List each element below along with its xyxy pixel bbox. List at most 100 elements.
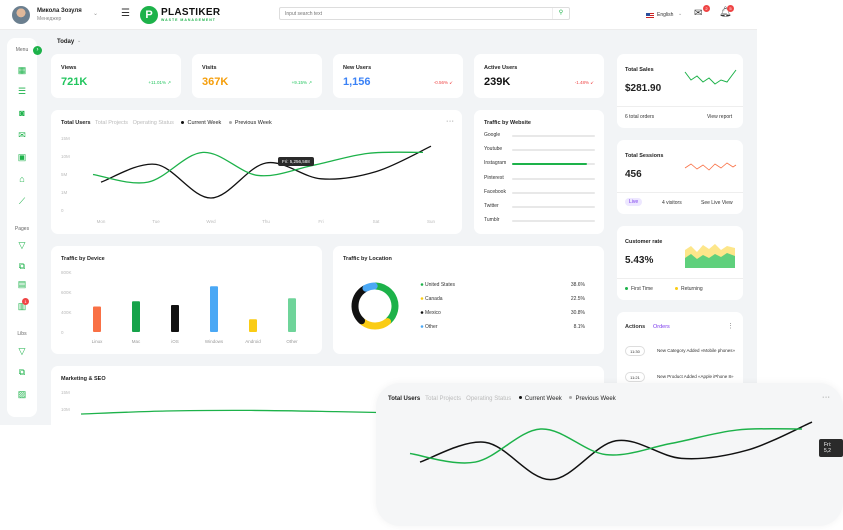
sidebar-collapse-button[interactable]: ›	[33, 46, 42, 55]
tab-operating-status[interactable]: Operating Status	[466, 396, 512, 402]
y-tick-label: 0	[61, 330, 64, 335]
x-tick-label: Sun	[427, 219, 436, 224]
device-bar-linux	[93, 306, 101, 332]
kpi-label: Views	[61, 65, 77, 71]
device-bar-ios	[171, 305, 179, 332]
chevron-down-icon[interactable]: ⌄	[77, 38, 82, 44]
view-report-link[interactable]: View report	[707, 114, 733, 120]
device-bar-other	[288, 298, 296, 332]
list-icon[interactable]: ☰	[17, 86, 27, 96]
divider	[617, 278, 743, 279]
legend-dot	[228, 120, 232, 124]
more-options-icon[interactable]: ⋮	[727, 323, 734, 330]
copy-icon[interactable]: ⧉	[18, 261, 26, 271]
search-input[interactable]	[279, 7, 570, 20]
traffic-by-website-card: Traffic by Website Google Youtube Instagra…	[474, 110, 604, 234]
more-options-icon[interactable]: ···	[446, 118, 455, 125]
avatar[interactable]	[12, 6, 30, 24]
brand-logo: P	[140, 6, 158, 24]
docs-icon[interactable]: ▥	[17, 301, 27, 311]
image-check-icon[interactable]: ▨	[17, 389, 27, 399]
card-title: Traffic by Location	[343, 256, 392, 262]
tab-total-projects[interactable]: Total Projects	[95, 120, 129, 126]
kpi-delta: -0.56% ↙	[433, 80, 453, 85]
chart-line-icon[interactable]: ⟋	[18, 196, 26, 206]
filter-icon[interactable]: ▽	[18, 240, 26, 250]
bell-count-badge: 5	[727, 5, 734, 12]
language-selector[interactable]: English	[657, 12, 674, 18]
legend-dot	[569, 396, 573, 400]
divider	[617, 192, 743, 193]
tab-total-projects[interactable]: Total Projects	[425, 396, 462, 402]
location-percent: 22.5%	[571, 296, 586, 302]
x-tick-label: Linux	[92, 339, 104, 344]
website-name: Tumblr	[484, 217, 500, 224]
website-bar-track	[512, 135, 595, 137]
mail-icon[interactable]: ✉	[18, 130, 26, 140]
bell-icon[interactable]: 🔔︎	[719, 7, 732, 18]
total-sales-value: $281.90	[625, 83, 662, 94]
see-live-view-link[interactable]: See Live View	[701, 200, 733, 206]
location-name: Other	[425, 324, 438, 330]
period-filter[interactable]: Today	[57, 39, 75, 45]
kpi-value: 367K	[202, 76, 229, 88]
kpi-card-new-users: New Users 1,156 -0.56% ↙	[333, 54, 463, 98]
sidebar: Menu ▦ ☰ ◙ ✉ ▣ ⌂ ⟋ Pages ▽ ⧉ ▤ ▥ 1 Libs …	[7, 38, 37, 417]
card-title: Traffic by Website	[484, 120, 531, 126]
visitors-count: 4 visitors	[662, 200, 682, 206]
website-name: Google	[484, 132, 501, 138]
search-icon[interactable]: ⚲	[552, 8, 569, 19]
card-title: Total Sales	[625, 67, 654, 73]
action-time: 11:21	[625, 372, 645, 382]
x-tick-label: Mac	[132, 339, 141, 344]
tab-orders[interactable]: Orders	[653, 324, 670, 330]
location-percent: 38.6%	[571, 282, 586, 288]
legend-dot	[518, 396, 522, 400]
store-icon[interactable]: ⌂	[19, 174, 25, 184]
y-tick-label: 5M	[61, 172, 68, 177]
traffic-by-device-card: Traffic by Device 800K 600K 400K 0 Linux Mac i…	[51, 246, 322, 354]
card-title: Total Sessions	[625, 153, 664, 159]
legend-current-week: Current Week	[524, 396, 562, 402]
total-orders: 6 total orders	[625, 114, 655, 120]
y-tick-label: 0	[61, 208, 64, 213]
chart-tooltip: Fri: 5,2	[819, 439, 843, 457]
grid-icon[interactable]: ▦	[17, 65, 27, 75]
filter-icon[interactable]: ▽	[18, 346, 26, 356]
chevron-down-icon[interactable]: ⌄	[678, 11, 683, 17]
kpi-value: 1,156	[343, 76, 371, 88]
legend-dot	[420, 325, 424, 328]
tab-total-users[interactable]: Total Users	[61, 120, 91, 126]
website-bar-track	[512, 206, 595, 208]
chevron-down-icon[interactable]: ⌄	[93, 11, 99, 17]
dashboard-app: Микола Зозуля Менеджер ⌄ ☰ P PLASTIKER W…	[0, 0, 757, 425]
website-name: Twitter	[484, 203, 499, 209]
kpi-card-active-users: Active Users 239K -1.48% ↙	[474, 54, 604, 98]
tab-total-users[interactable]: Total Users	[388, 396, 421, 402]
brand-tagline: WASTE MANAGEMENT	[161, 18, 216, 22]
zoom-series-line-current-week	[419, 421, 813, 481]
book-icon[interactable]: ▤	[17, 279, 27, 289]
hamburger-menu-icon[interactable]: ☰	[121, 8, 130, 19]
action-text: New Product Added «Apple iPhone 8»	[657, 374, 734, 379]
y-tick-label: 400K	[61, 310, 72, 315]
tab-actions[interactable]: Actions	[625, 324, 646, 330]
more-options-icon[interactable]: ···	[822, 394, 831, 401]
sessions-sparkline	[684, 162, 737, 171]
legend-current-week: Current Week	[187, 120, 222, 126]
live-badge[interactable]: Live	[625, 198, 643, 206]
location-percent: 30.8%	[571, 310, 586, 316]
kpi-label: New Users	[343, 65, 372, 71]
calendar-check-icon[interactable]: ▣	[17, 152, 27, 162]
chart-tabs: Total Users Total Projects Operating Sta…	[61, 120, 272, 126]
copy-icon[interactable]: ⧉	[18, 367, 26, 377]
mail-icon[interactable]: ✉	[694, 8, 703, 19]
chat-icon[interactable]: ◙	[19, 108, 25, 118]
legend-first-time: First Time	[625, 286, 653, 292]
card-title: Marketing & SEO	[61, 376, 106, 382]
kpi-delta: -1.48% ↙	[574, 80, 594, 85]
donut-slice-mexico	[351, 285, 369, 325]
total-sessions-card: Total Sessions 456 Live 4 visitors See L…	[617, 140, 743, 214]
total-users-card: Total Users Total Projects Operating Sta…	[51, 110, 462, 234]
tab-operating-status[interactable]: Operating Status	[132, 120, 174, 126]
